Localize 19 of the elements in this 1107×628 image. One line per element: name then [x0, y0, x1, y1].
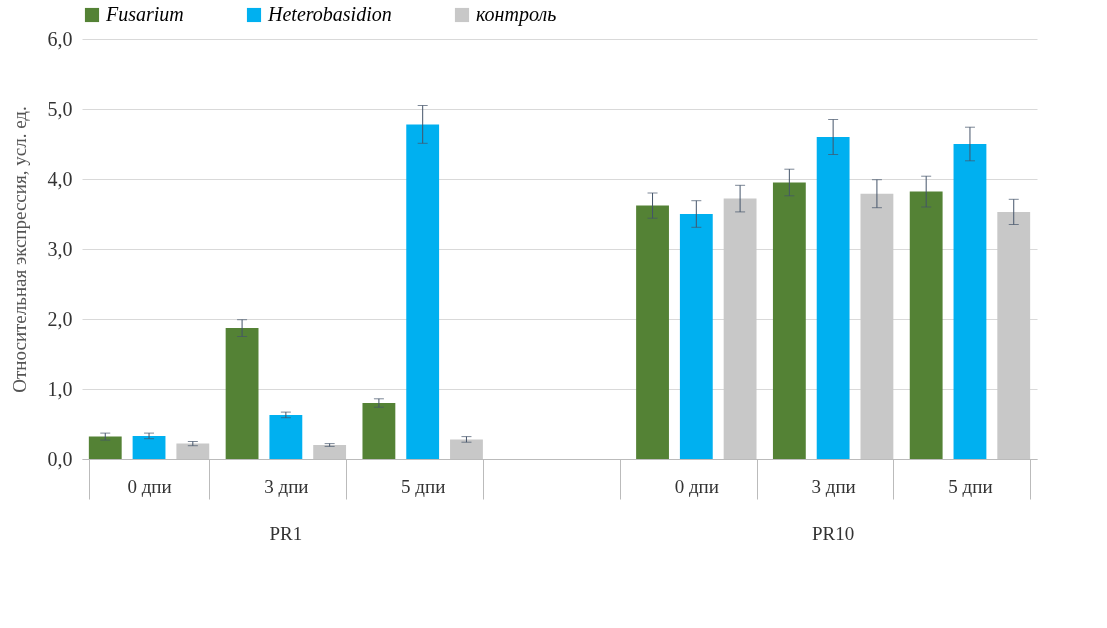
- text: PR1: [269, 523, 303, 544]
- legend-label: Fusarium: [105, 3, 184, 25]
- y-tick-label: 1,0: [47, 377, 73, 400]
- y-tick-label: 6,0: [47, 27, 73, 50]
- y-tick-label: 0,0: [47, 447, 73, 470]
- y-axis-title: Относительная экспрессия, усл. ед.: [8, 106, 30, 393]
- y-tick-label: 3,0: [47, 237, 73, 260]
- x-tick-label: 5 дпи: [948, 475, 993, 497]
- x-tick-label: 3 дпи: [811, 475, 856, 497]
- x-tick-label: 3 дпи: [264, 475, 309, 497]
- y-tick-label: 2,0: [47, 307, 73, 330]
- legend-label: Heterobasidion: [267, 3, 392, 25]
- y-tick-label: 4,0: [47, 167, 73, 190]
- x-tick-label: 0 дпи: [674, 475, 719, 497]
- y-tick-label: 5,0: [47, 97, 73, 120]
- legend-label: контроль: [476, 3, 557, 26]
- x-tick-label: 0 дпи: [127, 475, 172, 497]
- x-tick-label: 5 дпи: [401, 475, 446, 497]
- text: PR10: [812, 523, 855, 544]
